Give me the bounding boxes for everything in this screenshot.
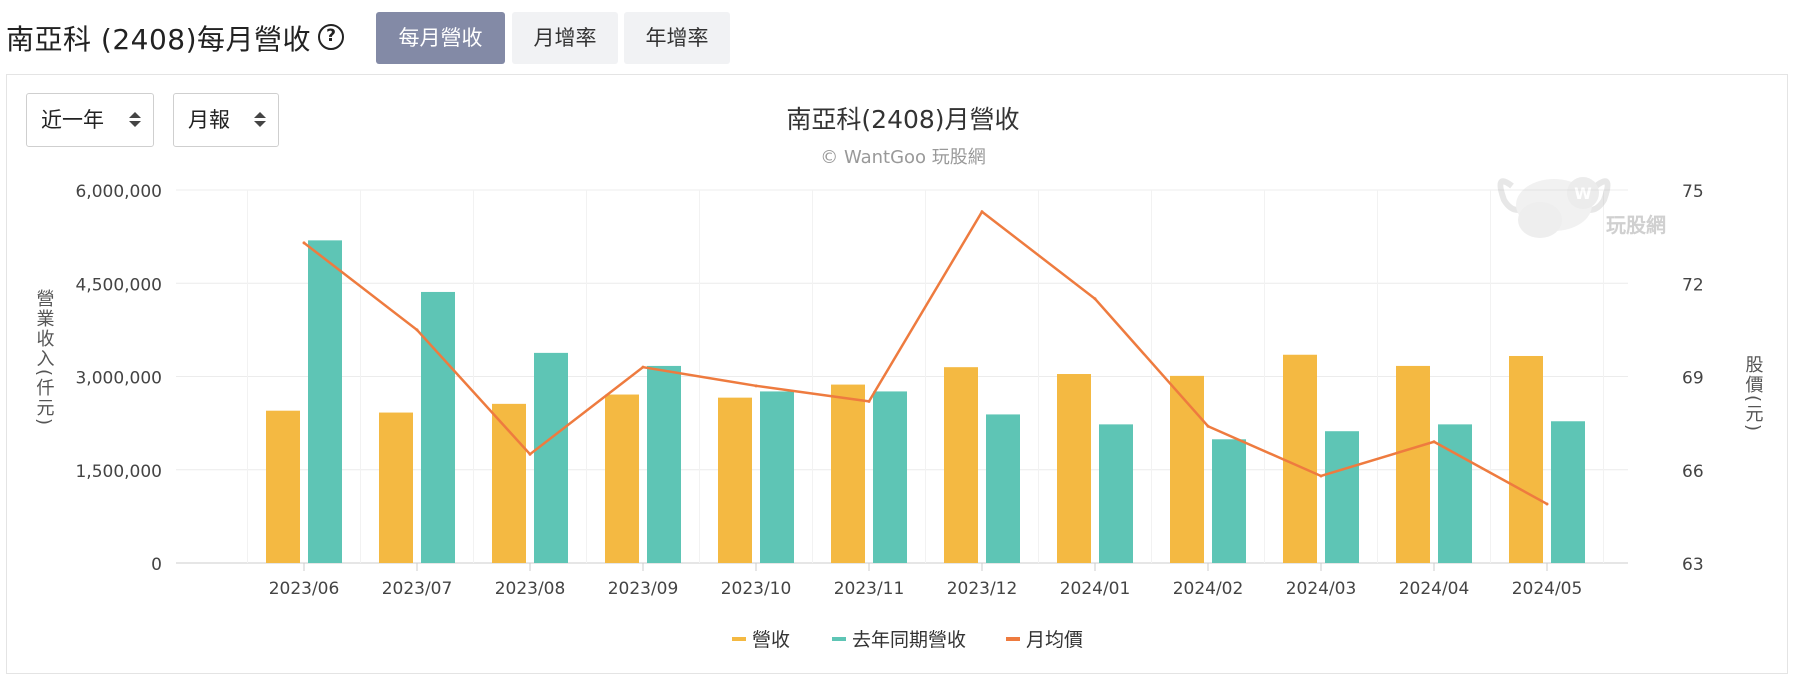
chart-panel [6,74,1788,674]
period-select-value: 近一年 [41,108,104,132]
header: 南亞科 (2408)每月營收 ? 每月營收 月增率 年增率 [0,0,1798,72]
help-icon[interactable]: ? [318,24,344,50]
tab-yoy-growth[interactable]: 年增率 [624,12,730,64]
tab-mom-growth[interactable]: 月增率 [512,12,618,64]
report-select-value: 月報 [188,108,230,132]
tab-monthly-revenue[interactable]: 每月營收 [376,12,505,64]
report-select[interactable]: 月報 [173,93,279,147]
sort-caret-icon [254,112,266,128]
page-title: 南亞科 (2408)每月營收 [6,23,312,56]
sort-caret-icon [129,112,141,128]
period-select[interactable]: 近一年 [26,93,154,147]
